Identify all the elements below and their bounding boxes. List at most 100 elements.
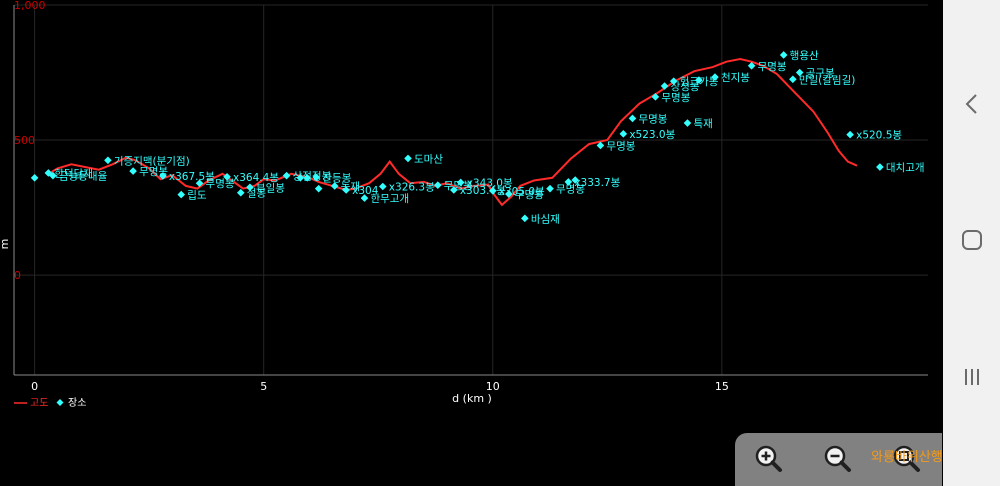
zoom-out-icon[interactable] — [820, 441, 856, 477]
chart-legend: 고도 장소 — [14, 397, 86, 409]
place-label: x333.7봉 — [574, 177, 620, 189]
place-marker — [564, 178, 573, 186]
place-marker — [303, 174, 312, 182]
place-marker — [596, 141, 605, 150]
place-label: 한덕담재 — [54, 168, 93, 180]
x-tick-label: 0 — [31, 380, 38, 393]
place-marker — [450, 186, 458, 194]
place-marker — [683, 119, 692, 127]
place-marker — [619, 130, 628, 138]
place-marker — [456, 178, 465, 187]
legend-place-label: 장소 — [68, 397, 86, 409]
place-label: 바심재 — [531, 213, 560, 225]
place-marker — [223, 172, 231, 181]
place-marker — [747, 61, 756, 70]
place-label: 대치고개 — [886, 162, 925, 174]
place-marker — [342, 186, 350, 194]
place-marker — [312, 173, 321, 182]
place-marker — [521, 214, 529, 223]
place-label: 무명봉 — [758, 61, 787, 73]
chart-grid — [14, 4, 928, 375]
place-marker — [159, 172, 167, 180]
place-marker — [846, 130, 854, 139]
place-marker — [129, 167, 137, 175]
y-axis-label: m — [0, 239, 11, 250]
place-label: 잔등봉 — [322, 172, 351, 184]
place-marker — [314, 184, 323, 193]
zoom-reset-icon[interactable] — [889, 441, 925, 477]
square-icon — [961, 230, 982, 250]
place-label: x304 — [352, 185, 379, 197]
place-marker — [379, 182, 387, 191]
place-marker — [296, 174, 305, 182]
legend-elevation-label: 고도 — [30, 398, 48, 409]
place-label: 공구봉 — [806, 68, 835, 80]
place-label: 절봉 — [247, 187, 267, 200]
place-label: x326.3봉 — [389, 181, 435, 193]
place-label: 금능동내율 — [59, 171, 108, 183]
place-marker — [571, 176, 580, 184]
place-label: x523.0봉 — [629, 129, 675, 141]
legend-place-diamond-icon — [56, 399, 64, 406]
y-tick-label: 0 — [14, 269, 21, 282]
place-marker — [669, 77, 678, 85]
place-label: 립도 — [187, 189, 207, 202]
place-label: 부일봉 — [256, 181, 285, 194]
x-tick-labels: 0 5 10 15 — [31, 380, 729, 393]
place-label: 만일(칼림길) — [799, 73, 856, 86]
place-marker — [660, 82, 669, 90]
place-marker — [330, 182, 339, 190]
place-label: 상점정봉 — [293, 171, 332, 183]
x-tick-label: 5 — [260, 380, 267, 393]
place-marker — [236, 188, 245, 197]
place-marker — [49, 171, 57, 180]
place-marker — [104, 156, 112, 165]
y-tick-label: 500 — [14, 134, 35, 147]
chart-axes — [13, 5, 928, 376]
x-tick-label: 15 — [715, 380, 729, 393]
place-marker — [789, 75, 797, 84]
place-marker — [433, 181, 442, 189]
place-label: 장성봉 — [671, 81, 700, 93]
place-label: 무명봉 — [606, 140, 635, 152]
home-button[interactable] — [943, 229, 1000, 253]
place-marker — [711, 73, 719, 81]
place-label: 무명봉 — [638, 113, 667, 125]
place-marker — [246, 183, 254, 192]
place-label: x343.0봉 — [467, 177, 513, 189]
x-axis-label: d (km ) — [452, 392, 492, 405]
place-marker — [488, 187, 497, 195]
place-marker — [795, 68, 804, 77]
place-marker — [779, 51, 788, 59]
elevation-line — [47, 57, 858, 207]
place-marker — [504, 190, 513, 198]
place-marker — [695, 76, 703, 84]
place-label: 무명봉 — [556, 184, 585, 196]
place-marker — [30, 174, 39, 182]
place-label: x520.5봉 — [856, 130, 902, 142]
place-label: 도마산 — [414, 153, 443, 165]
place-label: x303.4봉 — [460, 185, 506, 197]
place-label: 천지봉 — [721, 72, 750, 84]
place-label: 한무고개 — [370, 193, 409, 205]
place-marker — [360, 194, 369, 202]
place-label: 행용산 — [790, 50, 819, 62]
zoom-in-icon[interactable] — [751, 441, 787, 477]
place-marker — [195, 179, 204, 188]
place-label: 무명봉 — [515, 189, 544, 201]
y-tick-labels: 1,000 500 0 — [14, 0, 46, 282]
place-marker — [628, 114, 637, 123]
place-marker — [876, 163, 884, 171]
place-label: 무명봉 — [661, 92, 690, 104]
recents-button[interactable] — [943, 366, 1000, 390]
place-label: 무명봉 — [206, 178, 235, 190]
place-label: 기증지맥(분기점) — [114, 155, 190, 167]
place-label: 특재 — [693, 118, 712, 130]
place-marker — [404, 154, 412, 163]
y-tick-label: 1,000 — [14, 0, 46, 12]
back-button[interactable] — [943, 92, 1000, 118]
x-tick-label: 10 — [486, 380, 500, 393]
system-navigation-bar — [943, 0, 1000, 486]
